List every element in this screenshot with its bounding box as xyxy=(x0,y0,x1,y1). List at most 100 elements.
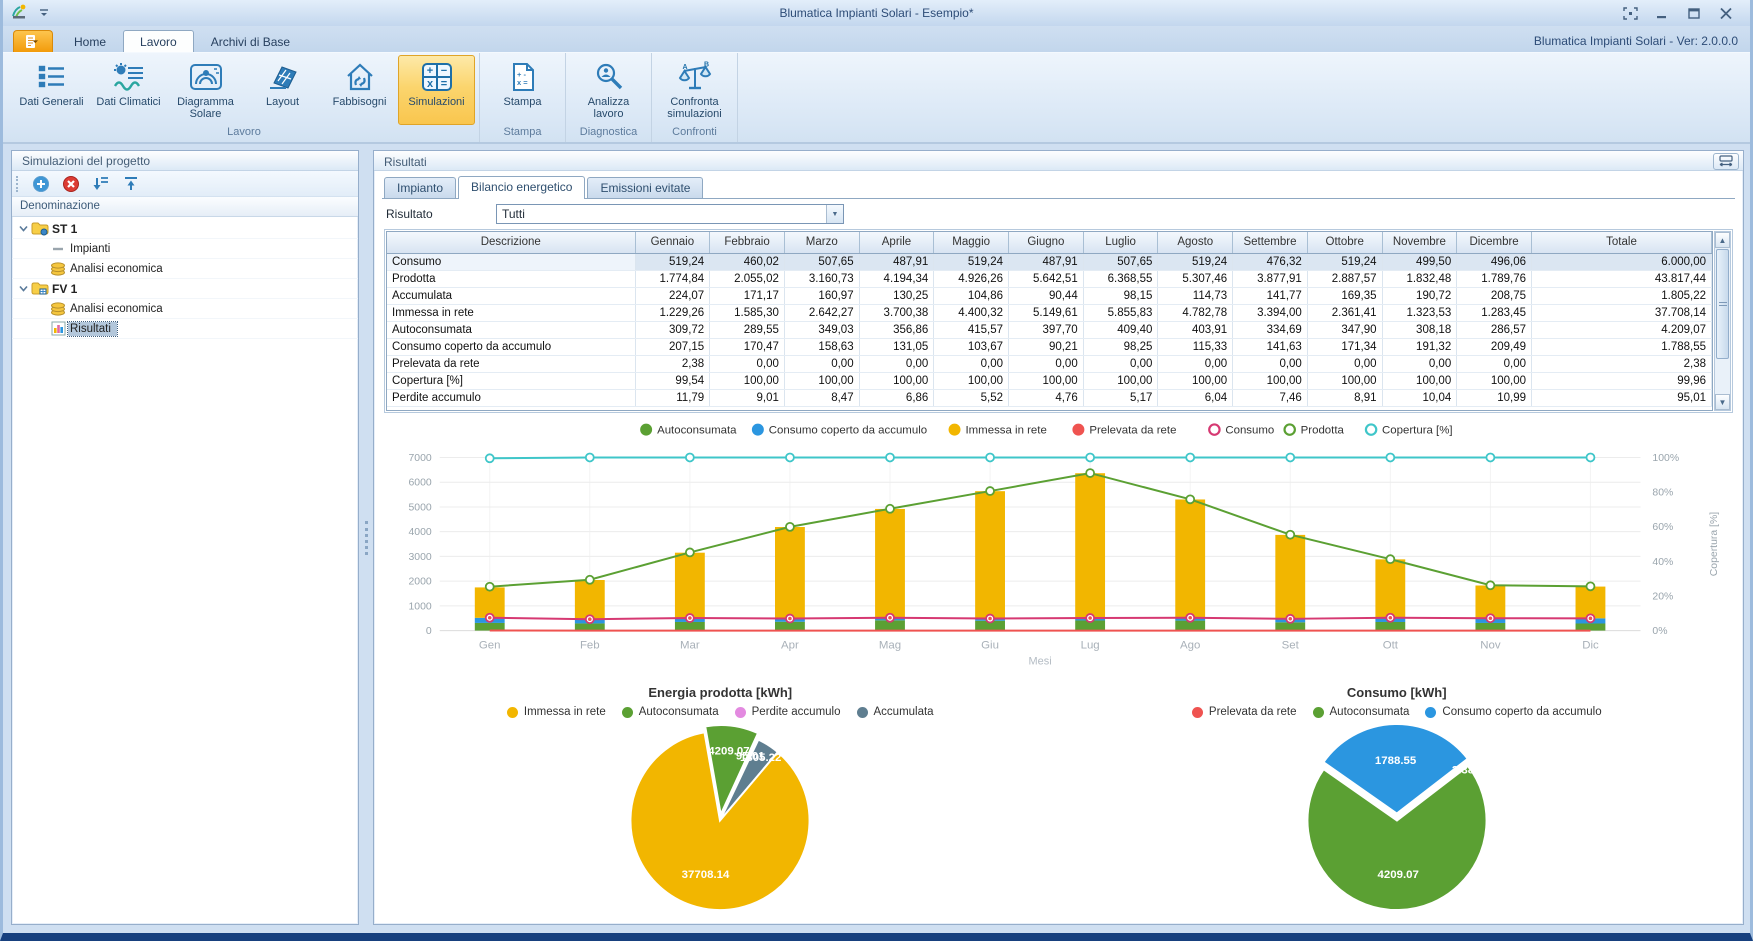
line-copertura- xyxy=(490,457,1591,458)
table-row-immessa-in-rete[interactable]: Immessa in rete1.229,261.585,302.642,273… xyxy=(387,304,1712,321)
legend-item-perdite-accumulo[interactable]: Perdite accumulo xyxy=(735,706,841,718)
cell-value: 98,25 xyxy=(1083,338,1158,355)
scroll-down-icon[interactable]: ▼ xyxy=(1715,394,1730,410)
toolbar-grip[interactable] xyxy=(16,176,19,192)
table-row-autoconsumata[interactable]: Autoconsumata309,72289,55349,03356,86415… xyxy=(387,321,1712,338)
column-header-descrizione[interactable]: Descrizione xyxy=(387,232,635,253)
table-scrollbar[interactable]: ▲ ▼ xyxy=(1714,231,1731,411)
tree-item-impianti[interactable]: Impianti xyxy=(12,239,358,259)
ribbon-button-stampa[interactable]: + -x =Stampa xyxy=(484,55,561,125)
ribbon-button-dati-generali[interactable]: Dati Generali xyxy=(13,55,90,125)
ribbon-button-confronta-simulazioni[interactable]: ABConfronta simulazioni xyxy=(656,55,733,125)
tree-expander-icon[interactable] xyxy=(16,225,30,232)
ribbon-button-layout[interactable]: Layout xyxy=(244,55,321,125)
svg-text:4000: 4000 xyxy=(409,527,432,538)
legend-label: Perdite accumulo xyxy=(752,706,841,718)
cell-value: 115,33 xyxy=(1158,338,1233,355)
fullscreen-button[interactable] xyxy=(1616,4,1644,22)
ribbon-button-dati-climatici[interactable]: Dati Climatici xyxy=(90,55,167,125)
column-header-luglio[interactable]: Luglio xyxy=(1083,232,1158,253)
collapse-all-button[interactable] xyxy=(121,174,141,194)
ribbon-button-analizza-lavoro[interactable]: Analizza lavoro xyxy=(570,55,647,125)
close-button[interactable] xyxy=(1712,4,1740,22)
tree-item-analisi-economica[interactable]: Analisi economica xyxy=(12,299,358,319)
tab-bilancio-energetico[interactable]: Bilancio energetico xyxy=(458,176,585,199)
table-row-consumo-coperto-da-accumulo[interactable]: Consumo coperto da accumulo207,15170,471… xyxy=(387,338,1712,355)
column-header-maggio[interactable]: Maggio xyxy=(934,232,1009,253)
scroll-thumb[interactable] xyxy=(1716,249,1729,359)
legend-item-consumo-coperto-da-accumulo[interactable]: Consumo coperto da accumulo xyxy=(1425,706,1601,718)
bar-autoconsumata xyxy=(575,623,605,630)
row-total: 2,38 xyxy=(1532,355,1712,372)
table-row-consumo[interactable]: Consumo519,24460,02507,65487,91519,24487… xyxy=(387,253,1712,270)
tab-impianto[interactable]: Impianto xyxy=(384,177,456,198)
column-header-dicembre[interactable]: Dicembre xyxy=(1457,232,1532,253)
cell-value: 3.394,00 xyxy=(1233,304,1308,321)
cell-value: 4,76 xyxy=(1009,389,1084,406)
cell-value: 409,40 xyxy=(1083,321,1158,338)
ribbon-tab-archivi-di-base[interactable]: Archivi di Base xyxy=(194,30,307,52)
row-total: 43.817,44 xyxy=(1532,270,1712,287)
column-header-novembre[interactable]: Novembre xyxy=(1382,232,1457,253)
legend-item-immessa-in-rete[interactable]: Immessa in rete xyxy=(507,706,606,718)
ribbon-button-fabbisogni[interactable]: Fabbisogni xyxy=(321,55,398,125)
legend-item-prelevata-da-rete[interactable]: Prelevata da rete xyxy=(1192,706,1297,718)
ribbon-button-simulazioni[interactable]: +−x=Simulazioni xyxy=(398,55,475,125)
column-header-gennaio[interactable]: Gennaio xyxy=(635,232,710,253)
cell-value: 2,38 xyxy=(635,355,710,372)
column-header-giugno[interactable]: Giugno xyxy=(1009,232,1084,253)
tree-item-risultati[interactable]: Risultati xyxy=(12,319,358,339)
delete-simulation-button[interactable] xyxy=(61,174,81,194)
column-header-settembre[interactable]: Settembre xyxy=(1233,232,1308,253)
dati-generali-icon xyxy=(36,61,68,93)
panel-splitter[interactable] xyxy=(359,150,373,925)
column-header-totale[interactable]: Totale xyxy=(1532,232,1712,253)
tree-column-header[interactable]: Denominazione xyxy=(12,197,358,217)
coins-icon xyxy=(48,301,68,316)
tree-expander-icon[interactable] xyxy=(16,285,30,292)
results-table-container: DescrizioneGennaioFebbraioMarzoAprileMag… xyxy=(384,229,1733,413)
ribbon-button-diagramma-solare[interactable]: Diagramma Solare xyxy=(167,55,244,125)
ribbon-button-label: Analizza lavoro xyxy=(588,96,630,120)
column-header-ottobre[interactable]: Ottobre xyxy=(1307,232,1382,253)
scroll-up-icon[interactable]: ▲ xyxy=(1715,232,1730,248)
tree-item-label: ST 1 xyxy=(50,221,83,237)
cell-value: 3.877,91 xyxy=(1233,270,1308,287)
tab-emissioni-evitate[interactable]: Emissioni evitate xyxy=(587,177,703,198)
ribbon-tab-home[interactable]: Home xyxy=(57,30,123,52)
table-row-prodotta[interactable]: Prodotta1.774,842.055,023.160,734.194,34… xyxy=(387,270,1712,287)
ribbon-tab-lavoro[interactable]: Lavoro xyxy=(123,30,194,52)
dropdown-arrow-icon[interactable]: ▼ xyxy=(826,205,843,223)
maximize-button[interactable] xyxy=(1680,4,1708,22)
row-total: 6.000,00 xyxy=(1532,253,1712,270)
table-row-copertura-[interactable]: Copertura [%]99,54100,00100,00100,00100,… xyxy=(387,372,1712,389)
tree-item-analisi-economica[interactable]: Analisi economica xyxy=(12,259,358,279)
panel-resize-button[interactable] xyxy=(1713,153,1739,170)
column-header-febbraio[interactable]: Febbraio xyxy=(710,232,785,253)
cell-value: 100,00 xyxy=(859,372,934,389)
cell-value: 1.323,53 xyxy=(1382,304,1457,321)
table-row-perdite-accumulo[interactable]: Perdite accumulo11,799,018,476,865,524,7… xyxy=(387,389,1712,406)
table-row-prelevata-da-rete[interactable]: Prelevata da rete2,380,000,000,000,000,0… xyxy=(387,355,1712,372)
add-simulation-button[interactable] xyxy=(31,174,51,194)
tree-item-st-1[interactable]: ST 1 xyxy=(12,219,358,239)
column-header-agosto[interactable]: Agosto xyxy=(1158,232,1233,253)
results-panel-title: Risultati xyxy=(384,155,427,169)
minimize-button[interactable] xyxy=(1648,4,1676,22)
cell-value: 158,63 xyxy=(784,338,859,355)
row-label: Perdite accumulo xyxy=(387,389,635,406)
legend-item-accumulata[interactable]: Accumulata xyxy=(857,706,934,718)
result-dropdown[interactable]: Tutti ▼ xyxy=(496,204,844,224)
svg-text:−: − xyxy=(440,65,446,77)
fabbisogni-icon xyxy=(343,61,377,93)
table-row-accumulata[interactable]: Accumulata224,07171,17160,97130,25104,86… xyxy=(387,287,1712,304)
legend-item-autoconsumata[interactable]: Autoconsumata xyxy=(1313,706,1410,718)
cell-value: 131,05 xyxy=(859,338,934,355)
expand-all-button[interactable] xyxy=(91,174,111,194)
column-header-aprile[interactable]: Aprile xyxy=(859,232,934,253)
tree-item-fv-1[interactable]: FV 1 xyxy=(12,279,358,299)
row-label: Prelevata da rete xyxy=(387,355,635,372)
app-menu-button[interactable] xyxy=(13,30,53,52)
legend-item-autoconsumata[interactable]: Autoconsumata xyxy=(622,706,719,718)
column-header-marzo[interactable]: Marzo xyxy=(784,232,859,253)
